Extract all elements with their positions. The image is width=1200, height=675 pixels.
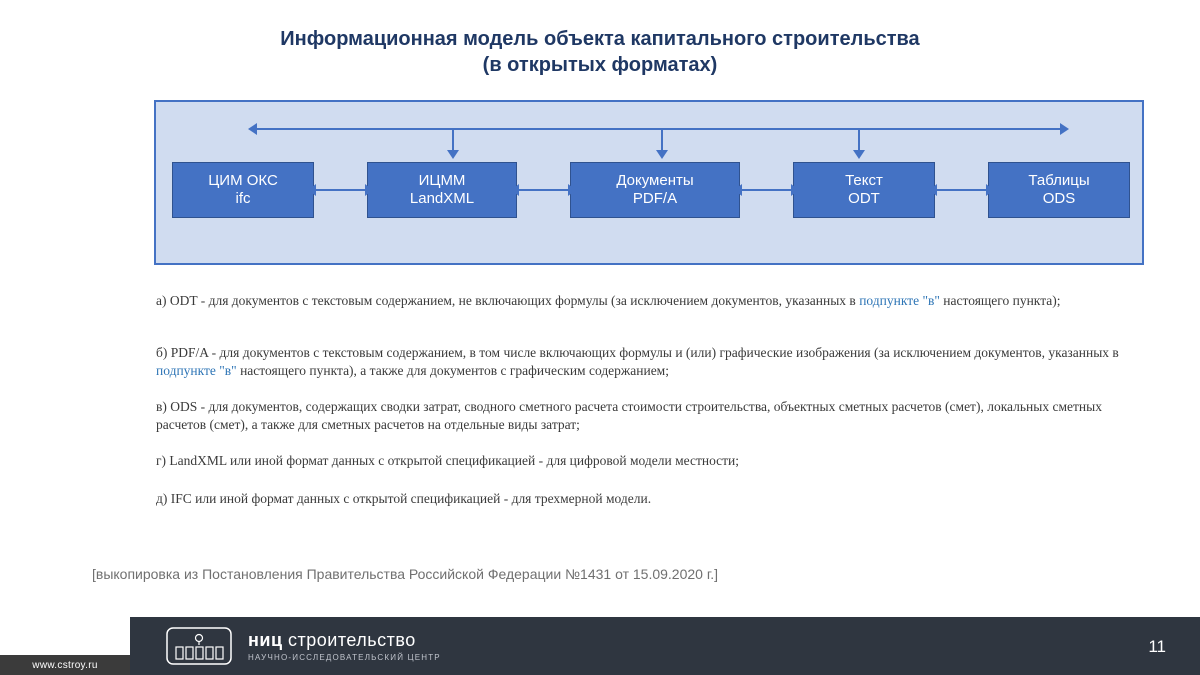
desc-text: г) LandXML или иной формат данных с откр… — [156, 453, 739, 468]
title-line-2: (в открытых форматах) — [0, 52, 1200, 78]
node-ods: Таблицы ODS — [988, 162, 1130, 218]
connector — [519, 189, 568, 191]
node-row: ЦИМ ОКС ifc ИЦММ LandXML Документы PDF/A… — [172, 160, 1130, 220]
top-connector-arrow-right — [1060, 123, 1069, 135]
desc-text: д) IFC или иной формат данных с открытой… — [156, 491, 651, 506]
desc-text: настоящего пункта), а также для документ… — [237, 363, 669, 378]
brand-bold: ниц — [248, 630, 283, 650]
brand-rest: строительство — [283, 630, 416, 650]
desc-d: г) LandXML или иной формат данных с откр… — [156, 452, 1144, 470]
footer-url: www.cstroy.ru — [32, 660, 97, 671]
top-connector-line — [255, 128, 1065, 130]
citation: [выкопировка из Постановления Правительс… — [92, 566, 718, 582]
drop-arrow-4 — [853, 150, 865, 159]
node-label: ЦИМ ОКС — [208, 172, 278, 190]
connector — [937, 189, 986, 191]
page-number: 11 — [1148, 637, 1166, 657]
node-label: Текст — [845, 172, 883, 190]
node-sublabel: ODS — [1043, 190, 1076, 208]
brand-sub: научно-исследовательский центр — [248, 653, 441, 662]
node-sublabel: PDF/A — [633, 190, 677, 208]
drop-arrow-2 — [447, 150, 459, 159]
node-pdfa: Документы PDF/A — [570, 162, 740, 218]
node-sublabel: ODT — [848, 190, 880, 208]
node-label: ИЦММ — [419, 172, 466, 190]
slide: Информационная модель объекта капитально… — [0, 0, 1200, 675]
node-odt: Текст ODT — [793, 162, 935, 218]
desc-b: б) PDF/A - для документов с текстовым со… — [156, 344, 1144, 380]
desc-text: настоящего пункта); — [940, 293, 1061, 308]
desc-c: в) ODS - для документов, содержащих свод… — [156, 398, 1144, 434]
node-label: Таблицы — [1028, 172, 1089, 190]
top-connector-arrow-left — [248, 123, 257, 135]
slide-title: Информационная модель объекта капитально… — [0, 26, 1200, 78]
footer-url-bar: www.cstroy.ru — [0, 655, 130, 675]
desc-text: б) PDF/A - для документов с текстовым со… — [156, 345, 1119, 360]
brand-logo-icon — [166, 627, 232, 665]
desc-link[interactable]: подпункте "в" — [156, 363, 237, 378]
connector — [742, 189, 791, 191]
node-label: Документы — [616, 172, 693, 190]
desc-text: в) ODS - для документов, содержащих свод… — [156, 399, 1102, 432]
drop-arrow-3 — [656, 150, 668, 159]
node-sublabel: LandXML — [410, 190, 474, 208]
title-line-1: Информационная модель объекта капитально… — [0, 26, 1200, 52]
desc-text: а) ODT - для документов с текстовым соде… — [156, 293, 859, 308]
footer-main: ниц строительство научно-исследовательск… — [130, 617, 1200, 675]
node-ifc: ЦИМ ОКС ifc — [172, 162, 314, 218]
desc-a: а) ODT - для документов с текстовым соде… — [156, 292, 1144, 310]
node-sublabel: ifc — [236, 190, 251, 208]
node-landxml: ИЦММ LandXML — [367, 162, 517, 218]
connector — [316, 189, 365, 191]
desc-e: д) IFC или иной формат данных с открытой… — [156, 490, 1144, 508]
brand-main: ниц строительство — [248, 630, 441, 651]
brand-text: ниц строительство научно-исследовательск… — [248, 630, 441, 662]
desc-link[interactable]: подпункте "в" — [859, 293, 940, 308]
